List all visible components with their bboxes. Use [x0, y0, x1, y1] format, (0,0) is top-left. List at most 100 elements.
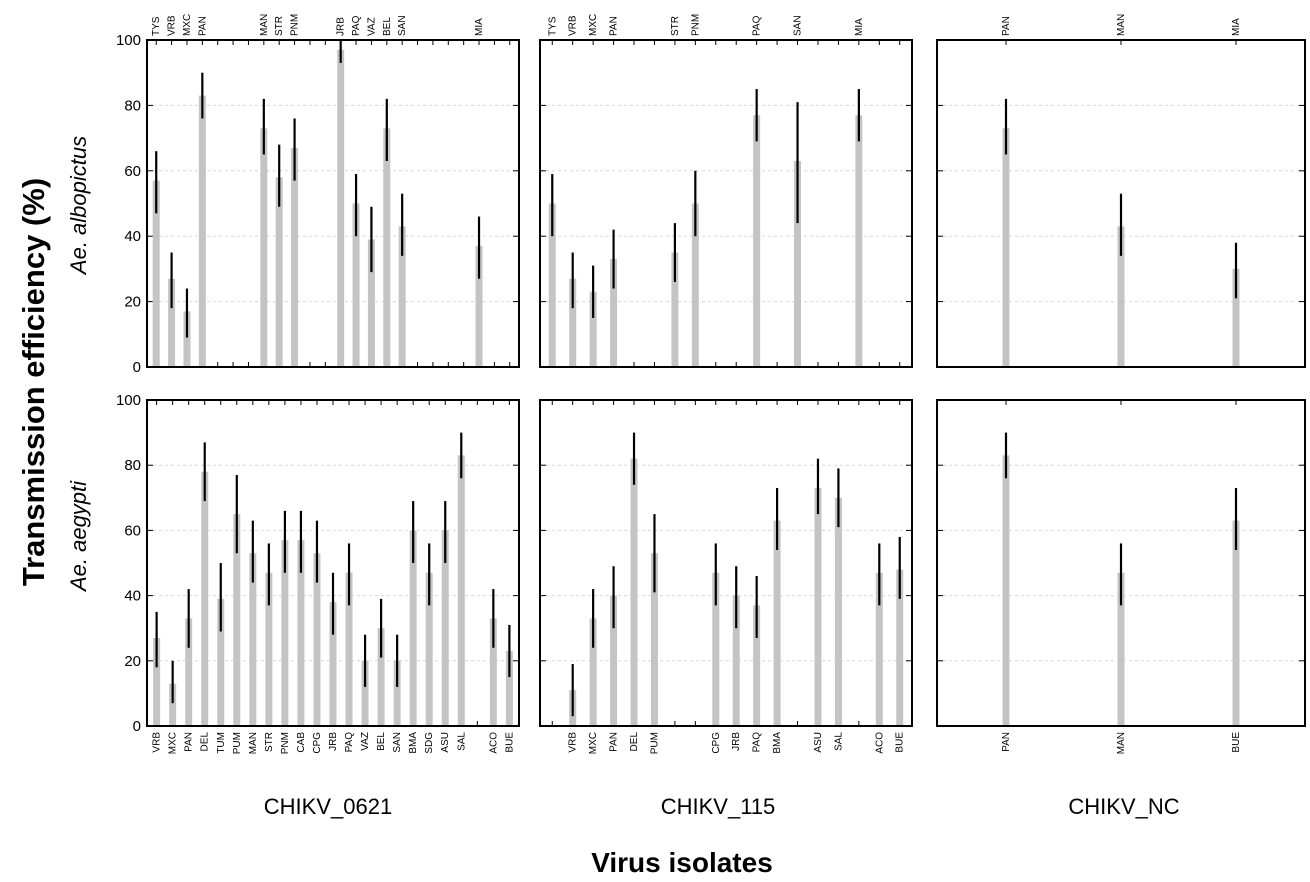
bar-aco: ACO: 47	[875, 572, 883, 726]
bar-sal: SAL: 70	[834, 497, 842, 726]
bar-san: SAN: 63	[794, 160, 802, 367]
column-title-chikv-0621: CHIKV_0621	[264, 794, 392, 819]
bar-str: STR: 47	[265, 572, 273, 726]
bar-del: DEL: 78	[201, 471, 209, 726]
category-label: SAN	[397, 15, 408, 36]
x-axis-title: Virus isolates	[591, 847, 773, 878]
category-label: JRB	[336, 17, 347, 36]
category-label: MIA	[1231, 18, 1242, 36]
category-label: PUM	[232, 732, 243, 754]
bar-bue: BUE: 63	[1232, 520, 1240, 726]
category-label: PUM	[649, 732, 660, 754]
category-label: BMA	[772, 732, 783, 754]
y-tick-label: 60	[124, 163, 141, 180]
category-label: VRB	[167, 15, 178, 36]
category-label: BMA	[408, 732, 419, 754]
category-label: PAN	[609, 16, 620, 36]
category-label: VAZ	[366, 17, 377, 36]
bar-man: MAN: 47	[1117, 572, 1125, 726]
category-label: JRB	[328, 732, 339, 751]
category-label: CAB	[296, 732, 307, 753]
category-label: MIA	[854, 18, 865, 36]
bar-mxc: MXC: 33	[589, 618, 597, 726]
category-label: DEL	[200, 732, 211, 752]
row-label-albopictus: Ae. albopictus	[66, 136, 91, 276]
panels-layer: 0 20 40 60 80 100 TYS: 57 VRB: 27 MXC: 17 PAN: 83…	[116, 14, 1306, 754]
y-tick-label: 80	[124, 97, 141, 114]
bar-pan: PAN: 33	[185, 618, 193, 726]
bar-cpg: CPG: 53	[313, 553, 321, 726]
bar-vrb: VRB: 27	[168, 278, 176, 367]
bar-mia: MIA: 37	[475, 246, 483, 367]
bar-paq: PAQ: 50	[352, 203, 360, 367]
bar-jrb: JRB: 38	[329, 602, 337, 726]
category-label: MIA	[474, 18, 485, 36]
category-label: BUE	[1231, 732, 1242, 753]
category-label: STR	[274, 16, 285, 36]
bar-vrb: VRB: 27	[569, 278, 577, 367]
category-label: STR	[264, 732, 275, 752]
category-label: JRB	[731, 732, 742, 751]
category-label: MAN	[1116, 732, 1127, 754]
bar-pnm: PNM: 67	[291, 147, 299, 367]
category-label: ACO	[874, 732, 885, 754]
y-axis-title: Transmission efficiency (%)	[16, 178, 51, 586]
bar-bue: BUE: 23	[505, 651, 513, 726]
category-label: PNM	[280, 732, 291, 754]
bar-tys: TYS: 50	[548, 203, 556, 367]
category-label: VRB	[568, 15, 579, 36]
category-label: PAQ	[344, 732, 355, 753]
category-label: SAL	[833, 732, 844, 751]
bar-san: SAN: 43	[398, 226, 406, 367]
category-label: VAZ	[360, 732, 371, 751]
bar-pum: PUM: 65	[233, 514, 241, 726]
y-tick-label: 40	[124, 228, 141, 245]
bar-tum: TUM: 39	[217, 598, 225, 726]
bar-bel: BEL: 30	[377, 628, 385, 726]
category-label: TYS	[547, 16, 558, 36]
category-label: PNM	[690, 14, 701, 36]
category-label: VRB	[568, 732, 579, 753]
bar-cpg: CPG: 47	[712, 572, 720, 726]
panel-frame	[146, 399, 520, 727]
category-label: TUM	[216, 732, 227, 754]
y-tick-label: 80	[124, 457, 141, 474]
panel-r0-c1: TYS: 50 VRB: 27 MXC: 23 PAN: 33 STR: 35 PNM: …	[539, 14, 913, 368]
panel-frame	[539, 39, 913, 368]
category-label: PAN	[609, 732, 620, 752]
bar-mia: MIA: 30	[1232, 268, 1240, 367]
y-tick-label: 20	[124, 294, 141, 311]
category-label: ASU	[813, 732, 824, 753]
category-label: MAN	[248, 732, 259, 754]
category-label: MAN	[259, 14, 270, 36]
bar-san: SAN: 20	[393, 660, 401, 726]
category-label: BUE	[895, 732, 906, 753]
y-tick-label: 0	[133, 359, 141, 376]
bar-asu: ASU: 73	[814, 488, 822, 726]
y-tick-label: 20	[124, 653, 141, 670]
bar-pan: PAN: 83	[198, 95, 206, 367]
panel-frame	[936, 399, 1306, 727]
category-label: PAN	[197, 16, 208, 36]
bar-mia: MIA: 77	[855, 115, 863, 368]
row-label-aegypti: Ae. aegypti	[66, 480, 91, 593]
bar-tys: TYS: 57	[152, 180, 160, 367]
category-label: PNM	[290, 14, 301, 36]
bar-str: STR: 58	[275, 177, 283, 367]
category-label: PAQ	[351, 15, 362, 36]
category-label: SDG	[424, 732, 435, 754]
category-label: MXC	[182, 14, 193, 36]
category-label: MXC	[588, 732, 599, 754]
bar-pum: PUM: 53	[650, 553, 658, 726]
bar-pan: PAN: 33	[610, 259, 618, 367]
panel-r1-c0: 0 20 40 60 80 100 VRB: 27 MXC: 13 PAN: 33 DEL: 78…	[116, 392, 520, 754]
column-title-chikv-115: CHIKV_115	[661, 794, 776, 819]
category-label: VRB	[152, 732, 163, 753]
bar-pnm: PNM: 50	[691, 203, 699, 367]
bar-jrb: JRB: 40	[732, 595, 740, 726]
category-label: CPG	[312, 732, 323, 754]
category-label: PAQ	[752, 732, 763, 753]
category-label: TYS	[151, 16, 162, 36]
category-label: PAN	[1001, 16, 1012, 36]
